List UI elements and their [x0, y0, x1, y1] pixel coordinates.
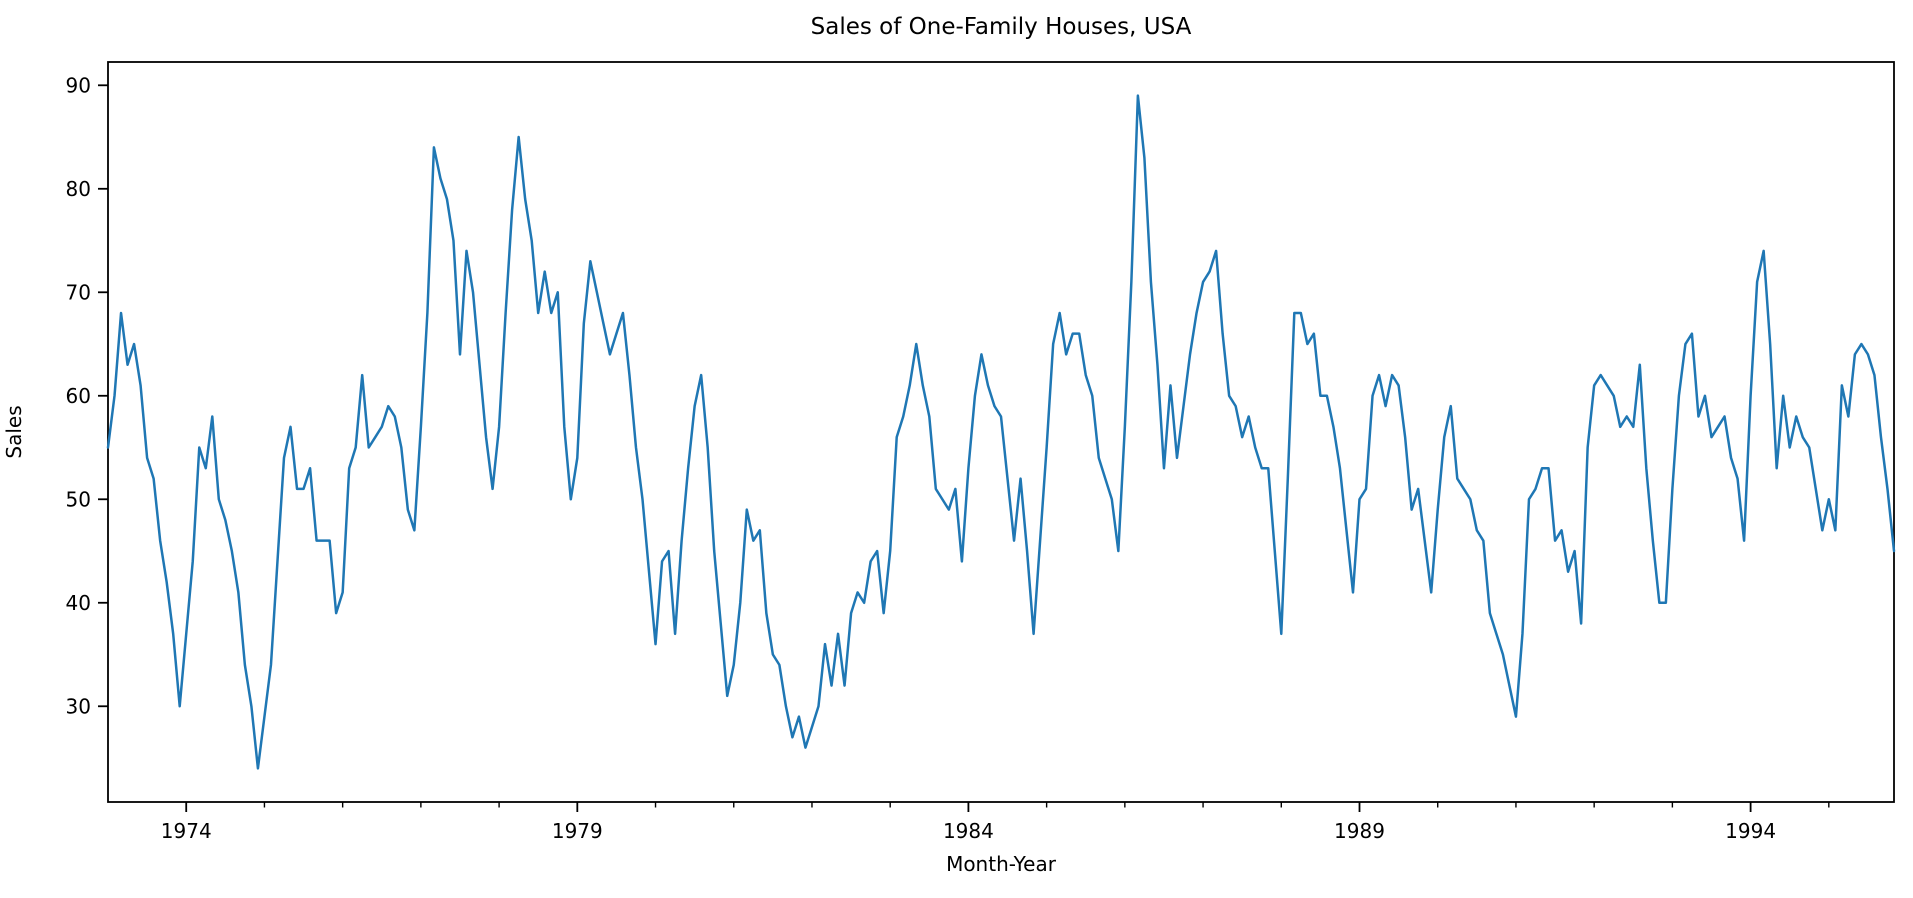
y-tick-label: 70: [66, 280, 91, 304]
sales-line-series: [106, 94, 1896, 770]
x-tick-label: 1984: [943, 819, 994, 843]
y-tick-label: 90: [66, 73, 91, 97]
y-tick-label: 30: [66, 694, 91, 718]
y-tick-label: 60: [66, 384, 91, 408]
chart-title: Sales of One-Family Houses, USA: [810, 14, 1192, 40]
y-tick-label: 50: [66, 487, 91, 511]
x-tick-label: 1979: [552, 819, 603, 843]
y-axis-label: Sales: [2, 405, 26, 459]
x-tick-label: 1994: [1725, 819, 1776, 843]
x-axis-label: Month-Year: [946, 852, 1056, 876]
plot-spines: [107, 61, 1895, 803]
x-tick-label: 1989: [1334, 819, 1385, 843]
y-tick-label: 40: [66, 591, 91, 615]
x-tick-label: 1974: [161, 819, 212, 843]
y-tick-label: 80: [66, 177, 91, 201]
